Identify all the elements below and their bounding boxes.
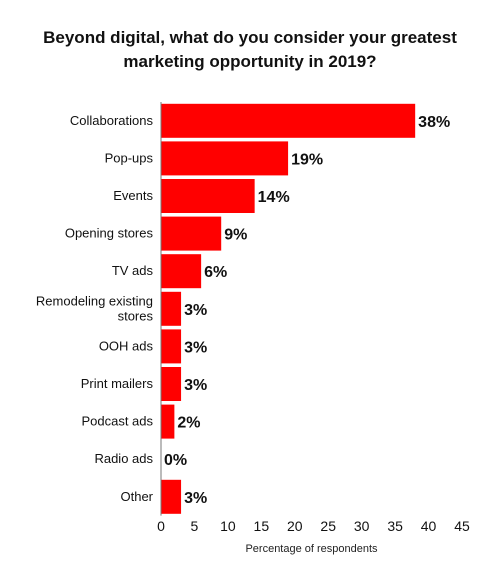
category-label-pop-ups: Pop-ups	[105, 150, 154, 165]
bar-opening-stores	[161, 216, 222, 251]
x-axis-label: Percentage of respondents	[245, 543, 378, 555]
bar-ooh-ads	[161, 329, 182, 364]
x-tick-label: 25	[320, 518, 336, 534]
category-label-line: Collaborations	[70, 113, 154, 128]
category-label-ooh-ads: OOH ads	[99, 338, 154, 353]
bar-print-mailers	[161, 367, 182, 401]
category-label-print-mailers: Print mailers	[81, 376, 154, 391]
value-label-podcast-ads: 2%	[177, 415, 200, 432]
bar-collaborations	[161, 103, 416, 138]
bar-remodeling-existing-stores	[161, 291, 182, 326]
bar-tv-ads	[161, 254, 202, 289]
chart-title-line-2: marketing opportunity in 2019?	[123, 52, 377, 71]
category-label-line: Print mailers	[81, 376, 154, 391]
category-label-radio-ads: Radio ads	[94, 451, 153, 466]
category-label-collaborations: Collaborations	[70, 113, 154, 128]
category-label-line: Events	[113, 188, 153, 203]
category-label-line: OOH ads	[99, 338, 154, 353]
value-label-pop-ups: 19%	[291, 151, 323, 168]
category-label-line: Opening stores	[65, 226, 154, 241]
x-tick-label: 20	[287, 518, 303, 534]
category-labels: Collaborations Pop-ups Events Opening store…	[36, 113, 154, 504]
value-labels: 38% 19% 14% 9% 6% 3% 3% 3% 2% 0% 3%	[164, 114, 450, 507]
category-label-line: Other	[120, 489, 153, 504]
x-tick-label: 30	[354, 518, 370, 534]
category-label-tv-ads: TV ads	[112, 263, 154, 278]
value-label-print-mailers: 3%	[184, 377, 207, 394]
bars-layer	[161, 103, 416, 514]
category-label-events: Events	[113, 188, 153, 203]
bar-other	[161, 479, 182, 514]
x-tick-label: 40	[421, 518, 437, 534]
value-label-events: 14%	[258, 189, 290, 206]
category-label-line: stores	[118, 308, 154, 323]
bar-podcast-ads	[161, 404, 175, 439]
category-label-line: Pop-ups	[105, 150, 154, 165]
bar-events	[161, 179, 255, 213]
category-label-line: TV ads	[112, 263, 154, 278]
x-tick-label: 10	[220, 518, 236, 534]
category-label-opening-stores: Opening stores	[65, 226, 154, 241]
value-label-remodeling-existing-stores: 3%	[184, 302, 207, 319]
category-label-remodeling-existing-stores: Remodeling existing stores	[36, 293, 154, 323]
value-label-ooh-ads: 3%	[184, 339, 207, 356]
x-tick-label: 5	[191, 518, 199, 534]
category-label-line: Podcast ads	[81, 414, 153, 429]
bar-pop-ups	[161, 141, 289, 176]
value-label-tv-ads: 6%	[204, 264, 227, 281]
category-label-other: Other	[120, 489, 153, 504]
category-label-line: Remodeling existing	[36, 293, 153, 308]
value-label-radio-ads: 0%	[164, 452, 187, 469]
chart-title-line-1: Beyond digital, what do you consider you…	[43, 28, 457, 47]
value-label-collaborations: 38%	[418, 114, 450, 131]
x-tick-labels: 0 5 10 15 20 25 30 35 40 45	[157, 518, 470, 534]
category-label-line: Radio ads	[94, 451, 153, 466]
x-tick-label: 45	[454, 518, 470, 534]
value-label-other: 3%	[184, 490, 207, 507]
x-tick-label: 15	[254, 518, 270, 534]
x-tick-label: 0	[157, 518, 165, 534]
value-label-opening-stores: 9%	[224, 227, 247, 244]
category-label-podcast-ads: Podcast ads	[81, 414, 153, 429]
x-tick-label: 35	[387, 518, 403, 534]
